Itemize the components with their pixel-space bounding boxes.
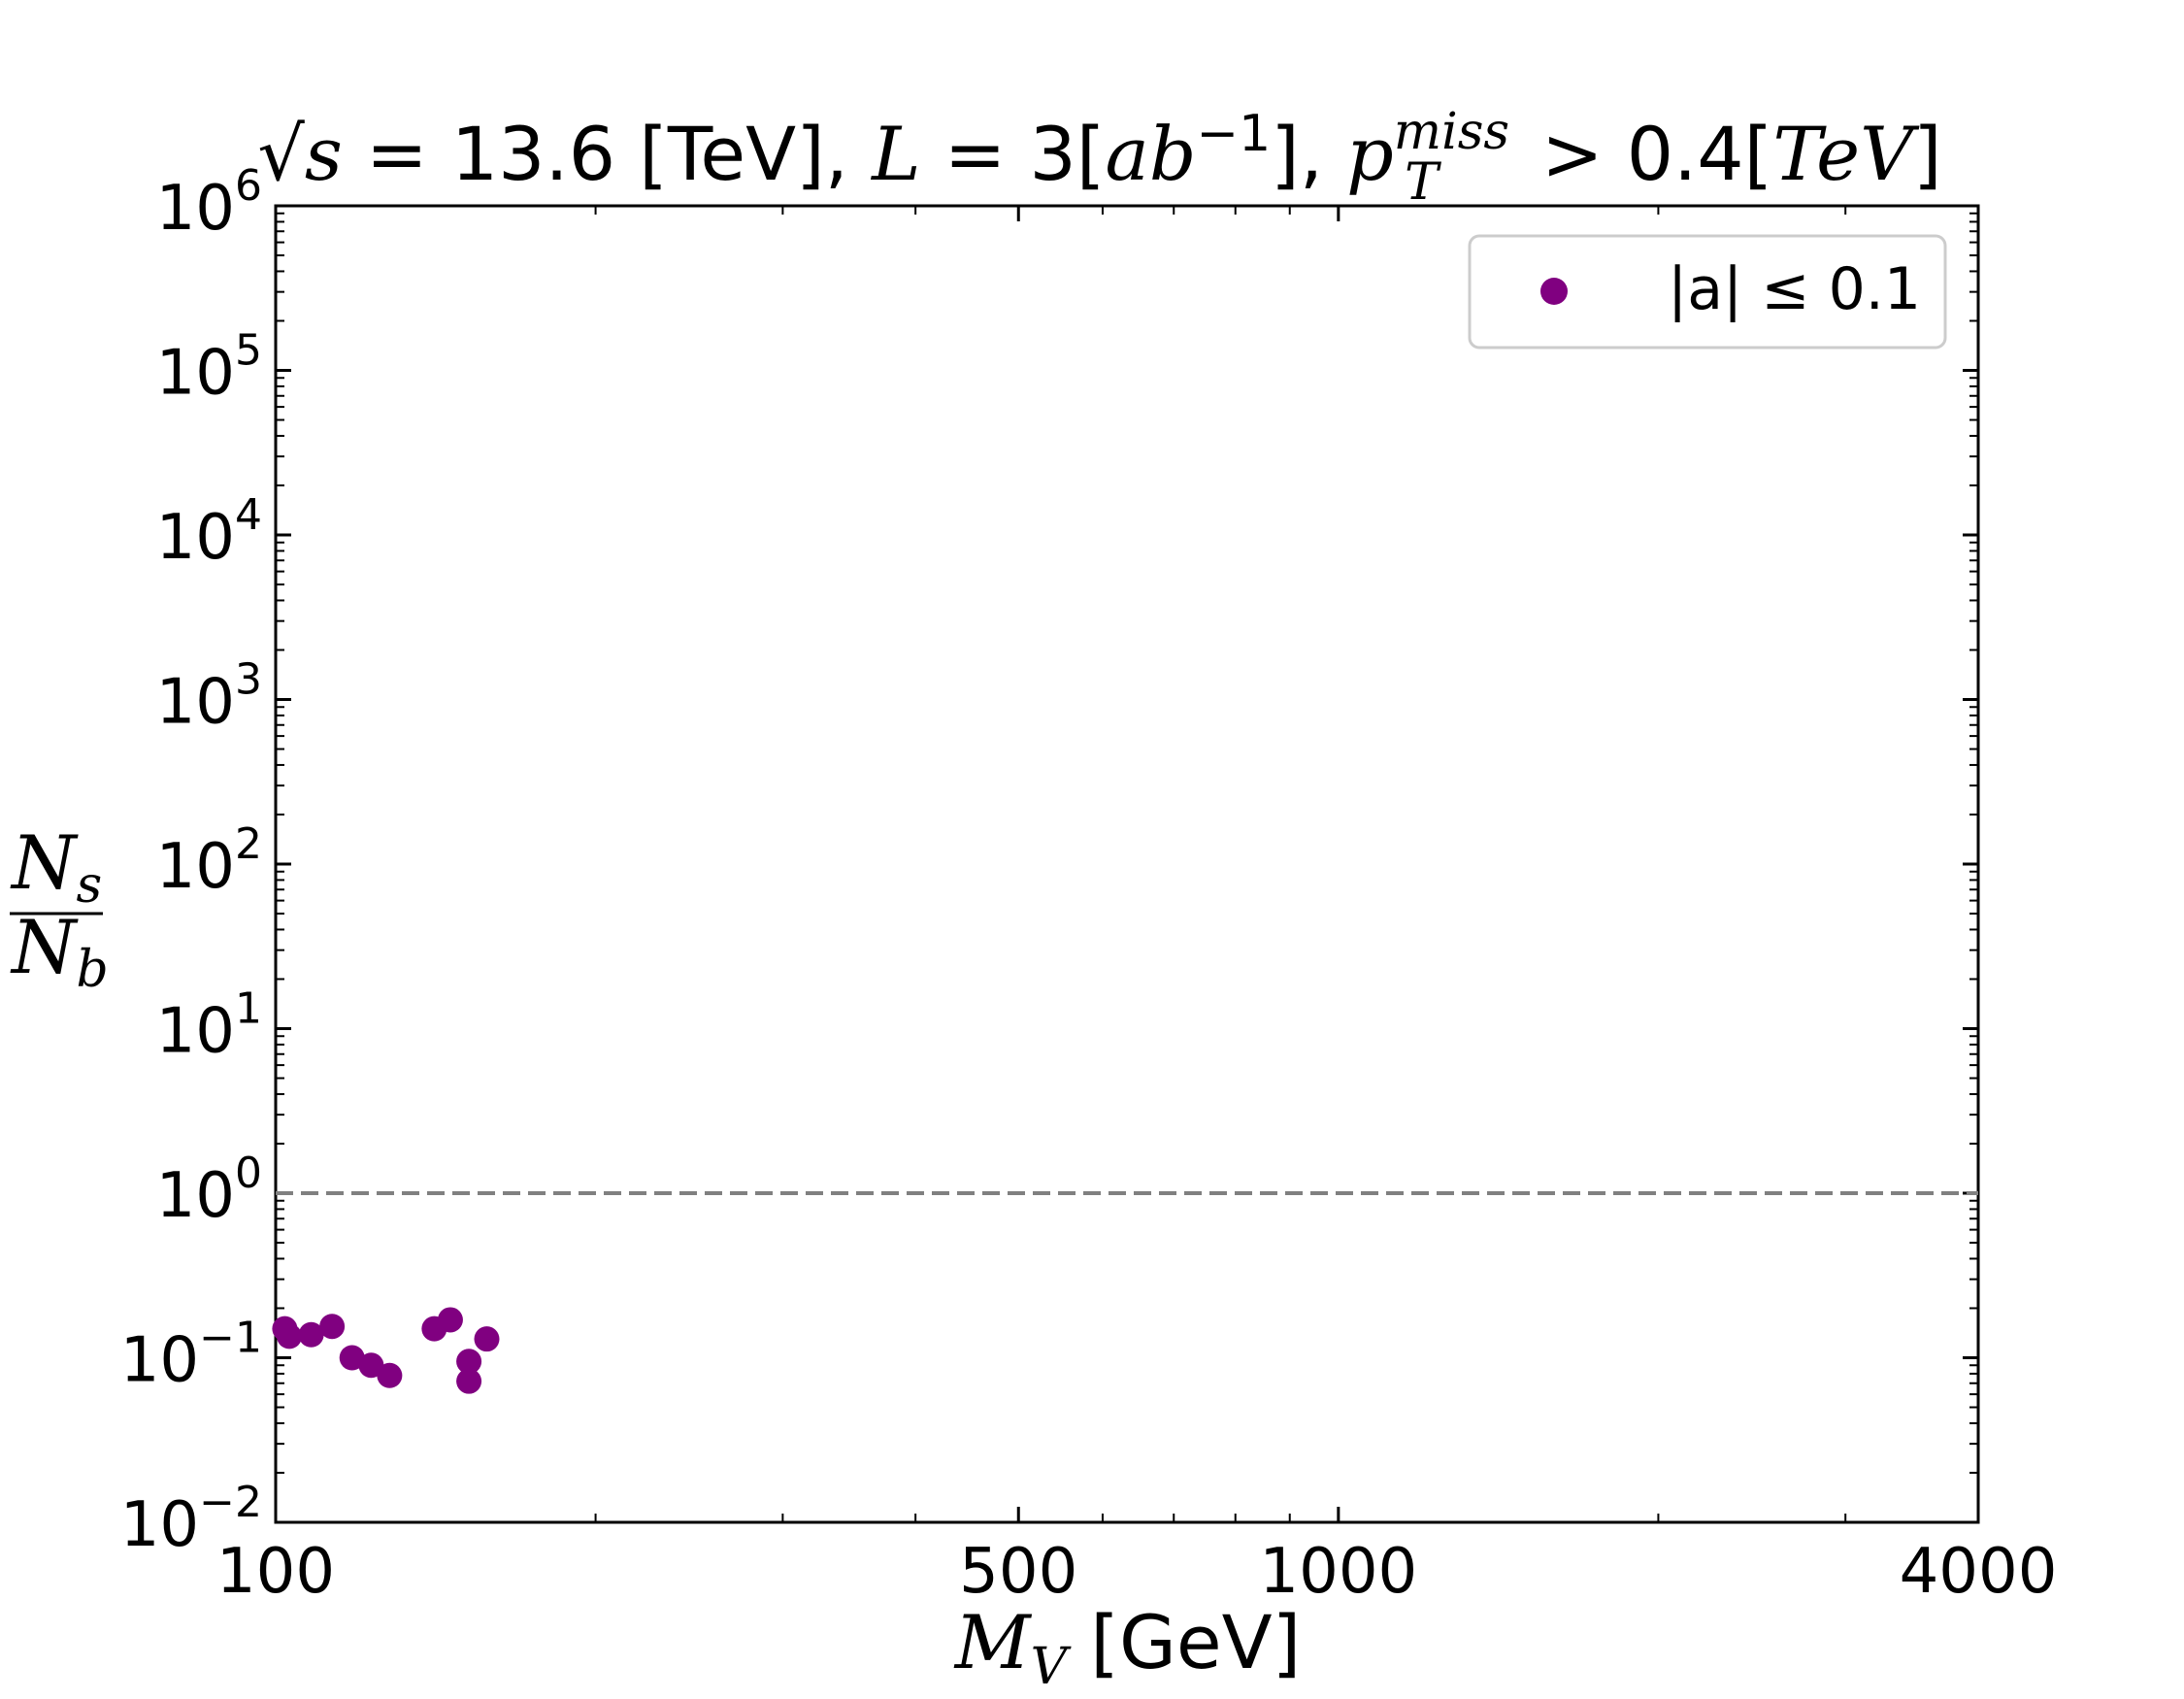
data-point <box>277 1323 303 1349</box>
y-tick-label: 101 <box>156 984 262 1068</box>
x-tick-label: 1000 <box>1259 1536 1417 1608</box>
y-tick-label: 10−2 <box>120 1478 262 1561</box>
x-tick-label: 4000 <box>1900 1536 2058 1608</box>
y-axis-label: Ns Nb <box>10 819 109 999</box>
chart-title: √s = 13.6 [TeV], L = 3[ab−1], pmiss T > 0… <box>257 103 1941 212</box>
scatter-points <box>272 1307 500 1394</box>
data-point <box>437 1307 463 1333</box>
x-axis-ticks: 100 500 1000 4000 <box>216 206 2058 1608</box>
y-tick-label: 105 <box>156 326 262 410</box>
legend: |a| ≤ 0.1 <box>1468 234 1947 350</box>
y-tick-label: 104 <box>156 490 262 574</box>
x-axis-label: MV [GeV] <box>953 1599 1302 1696</box>
legend-label: |a| ≤ 0.1 <box>1668 255 1921 323</box>
data-point <box>339 1345 365 1371</box>
x-tick-label: 100 <box>216 1536 335 1608</box>
data-point <box>319 1314 346 1340</box>
data-point <box>298 1321 324 1348</box>
legend-marker <box>1540 278 1568 305</box>
svg-text:Ns: Ns <box>10 819 102 915</box>
data-point <box>474 1326 500 1352</box>
y-tick-label: 103 <box>156 655 262 739</box>
data-point <box>377 1362 403 1388</box>
minor-ticks <box>276 206 1978 1522</box>
data-point <box>456 1368 482 1394</box>
data-point <box>358 1352 384 1379</box>
svg-text:Nb: Nb <box>10 904 109 999</box>
y-tick-label: 10−1 <box>120 1314 262 1397</box>
y-tick-label: 106 <box>156 161 262 245</box>
data-point <box>456 1349 482 1375</box>
y-tick-label: 102 <box>156 819 262 903</box>
y-axis-ticks: 10−2 10−1 100 101 102 103 104 105 106 <box>120 161 1978 1561</box>
x-tick-label: 500 <box>959 1536 1077 1608</box>
y-tick-label: 100 <box>156 1149 262 1232</box>
